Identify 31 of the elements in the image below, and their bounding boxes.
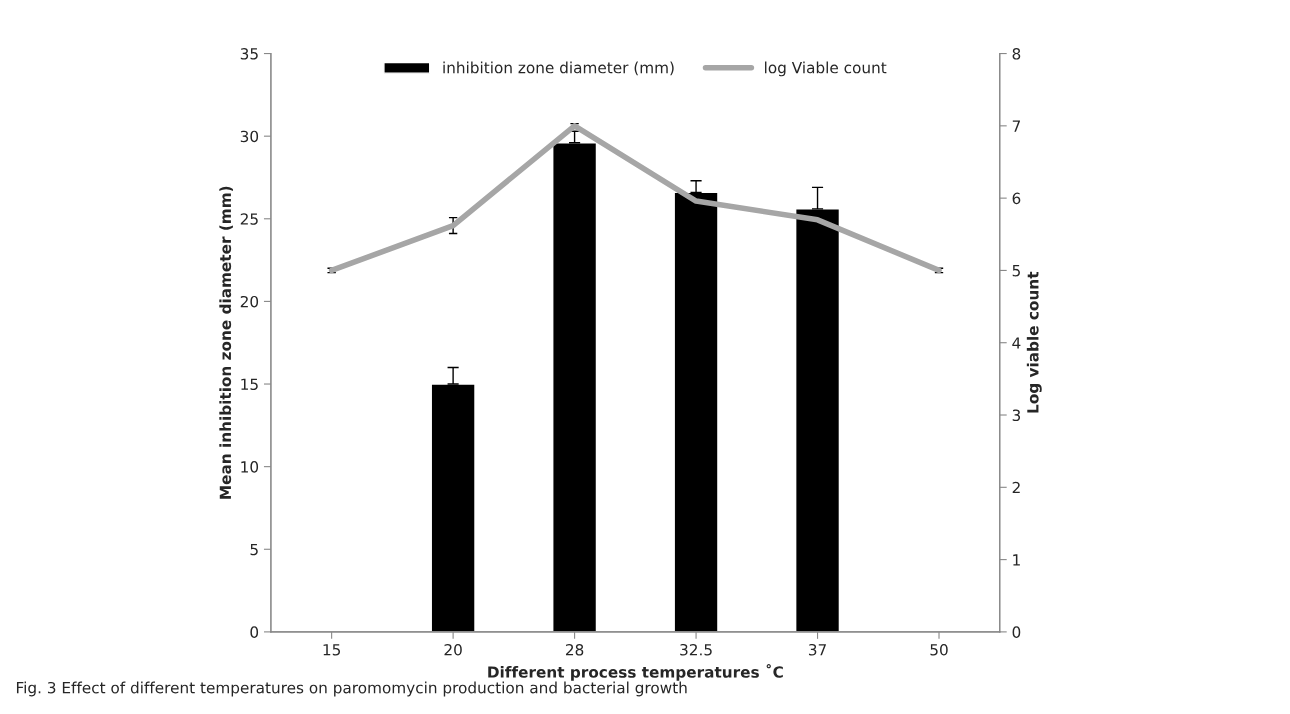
y2-tick-label: 2 bbox=[1012, 481, 1020, 494]
y-tick-label: 10 bbox=[241, 461, 259, 473]
legend-label: log Viable count bbox=[765, 61, 887, 77]
y2-tick-label: 1 bbox=[1013, 554, 1020, 566]
y-tick-label: 20 bbox=[240, 295, 259, 308]
legend-label: inhibition zone diameter (mm) bbox=[443, 61, 674, 76]
x-tick-label: 20 bbox=[444, 643, 462, 656]
y-tick-label: 35 bbox=[240, 48, 258, 60]
y2-tick-label: 8 bbox=[1012, 48, 1021, 60]
bar bbox=[794, 208, 841, 632]
x-tick-label: 37 bbox=[808, 643, 826, 656]
y2-tick-label: 6 bbox=[1012, 192, 1021, 205]
y2-tick-label: 7 bbox=[1012, 120, 1020, 132]
y2-tick-label: 3 bbox=[1012, 409, 1021, 422]
bar bbox=[430, 383, 476, 632]
y2-tick-label: 0 bbox=[1012, 626, 1021, 638]
y-tick-label: 0 bbox=[250, 626, 259, 638]
y2-axis-title: Log viable count bbox=[1026, 271, 1042, 413]
y-tick-label: 25 bbox=[240, 213, 258, 225]
y-axis-title: Mean inhibition zone diameter (mm) bbox=[219, 186, 233, 499]
y-tick-label: 5 bbox=[250, 543, 258, 556]
x-tick-label: 50 bbox=[930, 643, 948, 656]
y-tick-label: 15 bbox=[241, 378, 258, 391]
x-tick-label: 15 bbox=[323, 644, 341, 656]
y-tick-label: 30 bbox=[240, 130, 259, 143]
x-tick-label: 28 bbox=[565, 643, 584, 656]
y2-tick-label: 5 bbox=[1012, 265, 1020, 277]
caption: Fig. 3 Effect of different temperatures on paromomycin production and bacterial growth bbox=[16, 681, 687, 697]
y2-tick-label: 4 bbox=[1012, 337, 1021, 349]
x-axis-title: Different process temperatures ˚C bbox=[488, 664, 783, 681]
x-tick-label: 32.5 bbox=[680, 643, 712, 656]
